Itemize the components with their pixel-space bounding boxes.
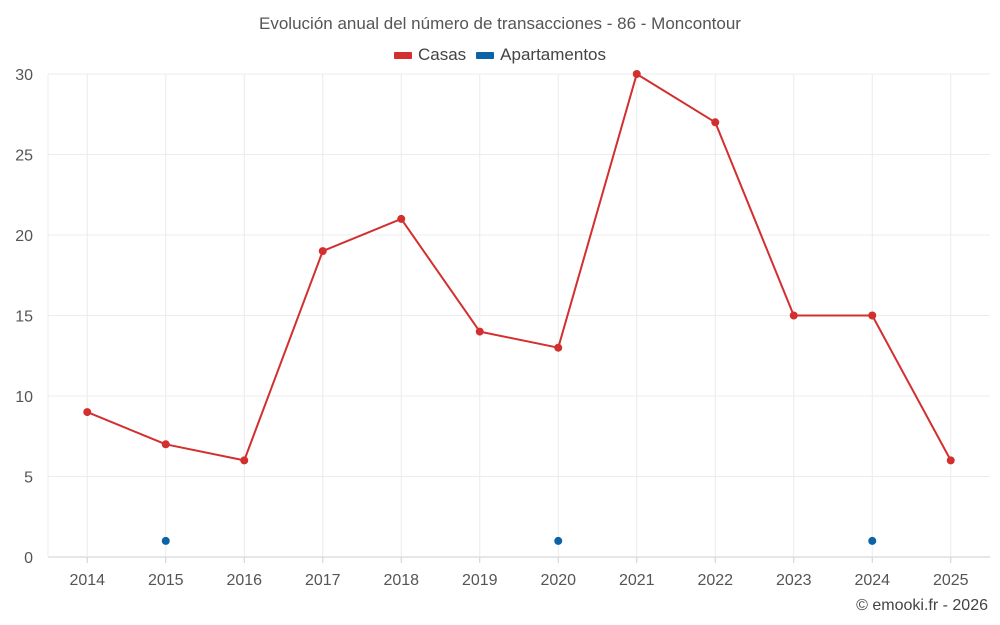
data-point-casas: [240, 456, 249, 465]
x-tick-label: 2025: [933, 572, 969, 589]
data-point-casas: [318, 247, 327, 256]
credit-text: © emooki.fr - 2026: [856, 597, 988, 614]
legend-swatch-casas: [393, 51, 412, 59]
data-point-casas: [789, 311, 798, 320]
chart-title: Evolución anual del número de transaccio…: [259, 14, 741, 33]
legend-swatch-apartamentos: [476, 51, 495, 59]
x-tick-label: 2020: [540, 572, 576, 589]
data-point-casas: [868, 311, 877, 320]
y-tick-label: 10: [15, 389, 33, 406]
legend: Casas Apartamentos: [0, 45, 1000, 65]
y-tick-label: 15: [15, 309, 33, 326]
legend-label-casas: Casas: [417, 45, 467, 64]
y-tick-label: 25: [15, 148, 33, 165]
data-point-casas: [397, 214, 406, 223]
data-point-casas: [554, 343, 563, 352]
data-point-apartamentos: [161, 536, 170, 545]
y-tick-label: 20: [15, 228, 33, 245]
data-point-casas: [632, 70, 641, 78]
legend-item-apartamentos[interactable]: Apartamentos: [476, 45, 606, 65]
series-line-casas: [86, 73, 952, 462]
data-point-casas: [946, 456, 955, 465]
data-point-casas: [475, 327, 484, 336]
x-tick-label: 2022: [697, 572, 733, 589]
x-tick-label: 2019: [462, 572, 498, 589]
x-tick-label: 2015: [148, 572, 184, 589]
x-tick-label: 2016: [226, 572, 262, 589]
legend-item-casas[interactable]: Casas: [393, 45, 467, 65]
x-tick-label: 2017: [305, 572, 341, 589]
x-tick-label: 2024: [854, 572, 890, 589]
data-point-apartamentos: [868, 536, 877, 545]
x-tick-label: 2018: [383, 572, 419, 589]
y-tick-label: 0: [24, 550, 33, 567]
x-tick-label: 2021: [619, 572, 655, 589]
data-point-casas: [711, 118, 720, 127]
data-point-casas: [83, 408, 92, 417]
legend-label-apartamentos: Apartamentos: [500, 45, 607, 64]
y-tick-label: 5: [24, 470, 33, 487]
data-point-apartamentos: [554, 536, 563, 545]
y-tick-label: 30: [15, 67, 33, 84]
x-tick-label: 2014: [69, 572, 105, 589]
x-tick-label: 2023: [776, 572, 812, 589]
data-point-casas: [161, 440, 170, 449]
